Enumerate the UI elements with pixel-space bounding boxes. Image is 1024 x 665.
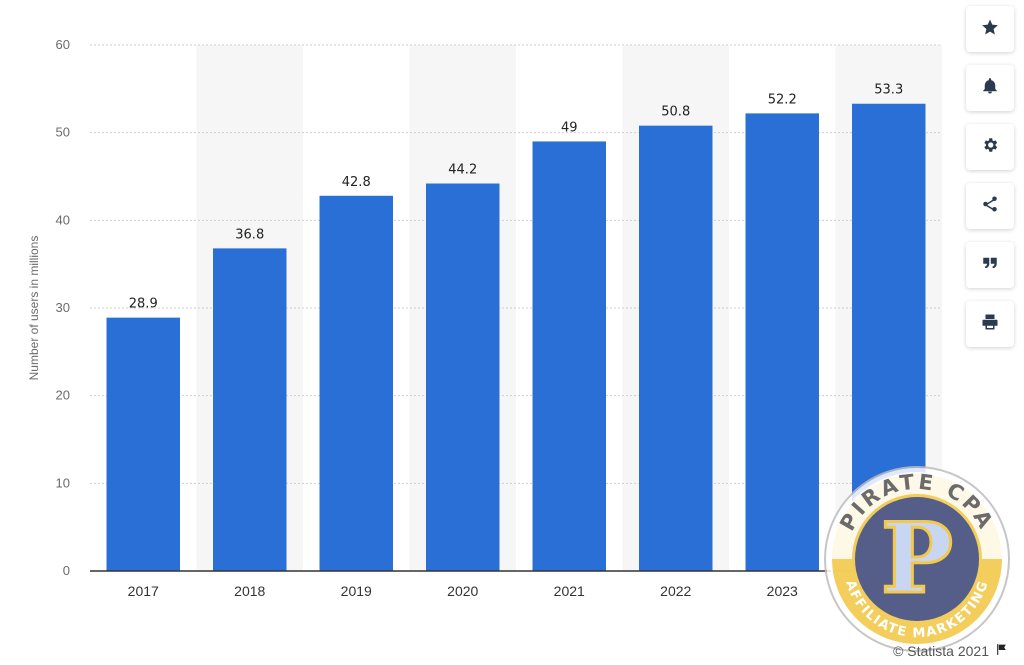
bar-2018[interactable] — [213, 248, 287, 572]
quote-icon — [981, 254, 999, 277]
value-label: 49 — [561, 120, 578, 135]
print-button[interactable] — [966, 301, 1014, 347]
y-axis-ticks: 0 10 20 30 40 50 60 — [56, 37, 70, 578]
x-tick-label: 2019 — [341, 583, 372, 599]
chart-toolbar — [966, 6, 1018, 360]
gear-icon — [981, 136, 999, 159]
y-axis-label: Number of users in millions — [27, 236, 41, 381]
y-tick-label: 10 — [56, 475, 70, 490]
bar-2022[interactable] — [639, 125, 713, 572]
x-axis-ticks: 20172018201920202021202220232024 — [128, 583, 905, 599]
y-tick-label: 60 — [56, 37, 70, 52]
bar-2020[interactable] — [426, 183, 500, 571]
y-tick-label: 50 — [56, 125, 70, 140]
settings-button[interactable] — [966, 124, 1014, 170]
bar-2023[interactable] — [745, 113, 819, 571]
cite-button[interactable] — [966, 242, 1014, 288]
x-tick-label: 2023 — [767, 583, 798, 599]
value-label: 36.8 — [235, 227, 264, 242]
y-tick-label: 20 — [56, 388, 70, 403]
x-tick-label: 2018 — [234, 583, 265, 599]
y-tick-label: 30 — [56, 300, 70, 315]
flag-icon[interactable] — [995, 643, 1008, 659]
value-label: 50.8 — [661, 105, 690, 120]
value-labels: 28.9 36.8 42.8 44.2 49 50.8 52.2 53.3 — [129, 83, 903, 312]
star-icon — [981, 18, 999, 41]
share-button[interactable] — [966, 183, 1014, 229]
favorite-button[interactable] — [966, 6, 1014, 52]
bar-2021[interactable] — [532, 141, 606, 571]
y-tick-label: 40 — [56, 212, 70, 227]
share-icon — [981, 195, 999, 218]
notification-button[interactable] — [966, 65, 1014, 111]
bar-2019[interactable] — [319, 195, 393, 571]
value-label: 44.2 — [448, 163, 477, 178]
source-credit: © Statista 2021 — [893, 643, 1008, 659]
y-tick-label: 0 — [63, 563, 70, 578]
credit-text[interactable]: © Statista 2021 — [893, 643, 989, 659]
bar-2017[interactable] — [106, 317, 180, 571]
value-label: 53.3 — [874, 83, 903, 98]
pirate-cpa-watermark-logo: P PIRATE CPA AFFILIATE MARKETING — [824, 466, 1010, 652]
x-tick-label: 2022 — [660, 583, 691, 599]
watermark-letter: P — [881, 502, 953, 615]
x-tick-label: 2020 — [447, 583, 478, 599]
x-tick-label: 2021 — [554, 583, 585, 599]
value-label: 42.8 — [342, 175, 371, 190]
value-label: 52.2 — [768, 92, 797, 107]
print-icon — [981, 313, 999, 336]
value-label: 28.9 — [129, 297, 158, 312]
x-tick-label: 2017 — [128, 583, 159, 599]
bar-chart: 0 10 20 30 40 50 60 28.9 36.8 42.8 44.2 49 50.8 52.2… — [27, 37, 942, 599]
bell-icon — [981, 77, 999, 100]
